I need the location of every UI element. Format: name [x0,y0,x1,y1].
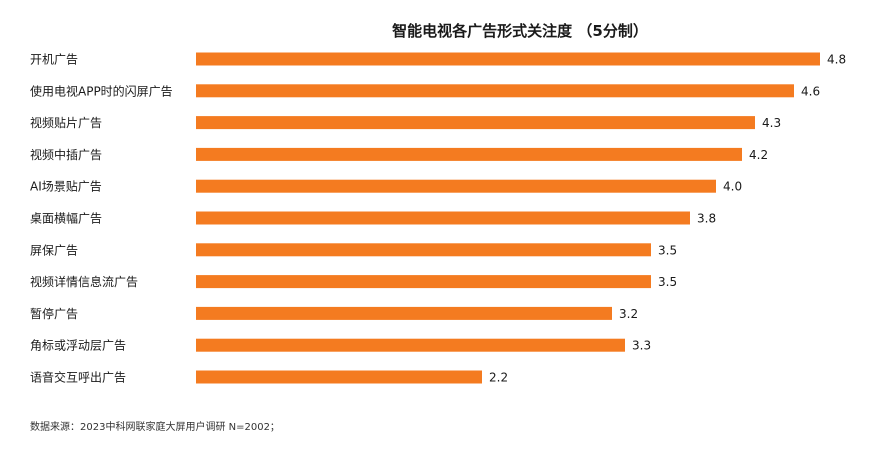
data-label: 4.8 [827,53,846,67]
bar [196,147,742,161]
bar [196,370,482,384]
category-label: 使用电视APP时的闪屏广告 [30,83,173,98]
bar [196,306,612,320]
category-label: 角标或浮动层广告 [30,339,126,353]
data-label: 4.2 [749,148,768,162]
bar [196,52,820,66]
bar [196,243,651,257]
bar [196,116,755,130]
category-label: 桌面横幅广告 [30,211,102,226]
bar [196,275,651,289]
bar [196,338,625,352]
data-label: 4.0 [723,180,742,194]
bar [196,211,690,225]
data-label: 2.2 [489,371,508,385]
bar [196,84,794,98]
data-source-note: 数据来源：2023中科网联家庭大屏用户调研 N=2002； [30,420,280,433]
category-label: 屏保广告 [30,243,78,257]
category-label: 视频详情信息流广告 [30,274,138,289]
category-label: 开机广告 [30,53,78,67]
category-label: 暂停广告 [30,306,78,321]
data-label: 3.5 [658,275,677,289]
data-label: 4.3 [762,116,781,130]
data-label: 3.8 [697,212,716,226]
data-label: 3.3 [632,339,651,353]
chart-title: 智能电视各广告形式关注度 （5分制） [392,22,648,40]
category-label: 视频贴片广告 [30,115,102,130]
data-label: 4.6 [801,84,820,98]
bar-group: 开机广告 4.8 使用电视APP时的闪屏广告 4.6 视频贴片广告 4.3 视频中插广告 4.… [30,52,846,385]
category-label: AI场景贴广告 [30,180,102,194]
data-label: 3.5 [658,243,677,257]
bar [196,179,716,193]
data-label: 3.2 [619,307,638,321]
category-label: 视频中插广告 [30,147,102,162]
category-label: 语音交互呼出广告 [30,370,126,385]
